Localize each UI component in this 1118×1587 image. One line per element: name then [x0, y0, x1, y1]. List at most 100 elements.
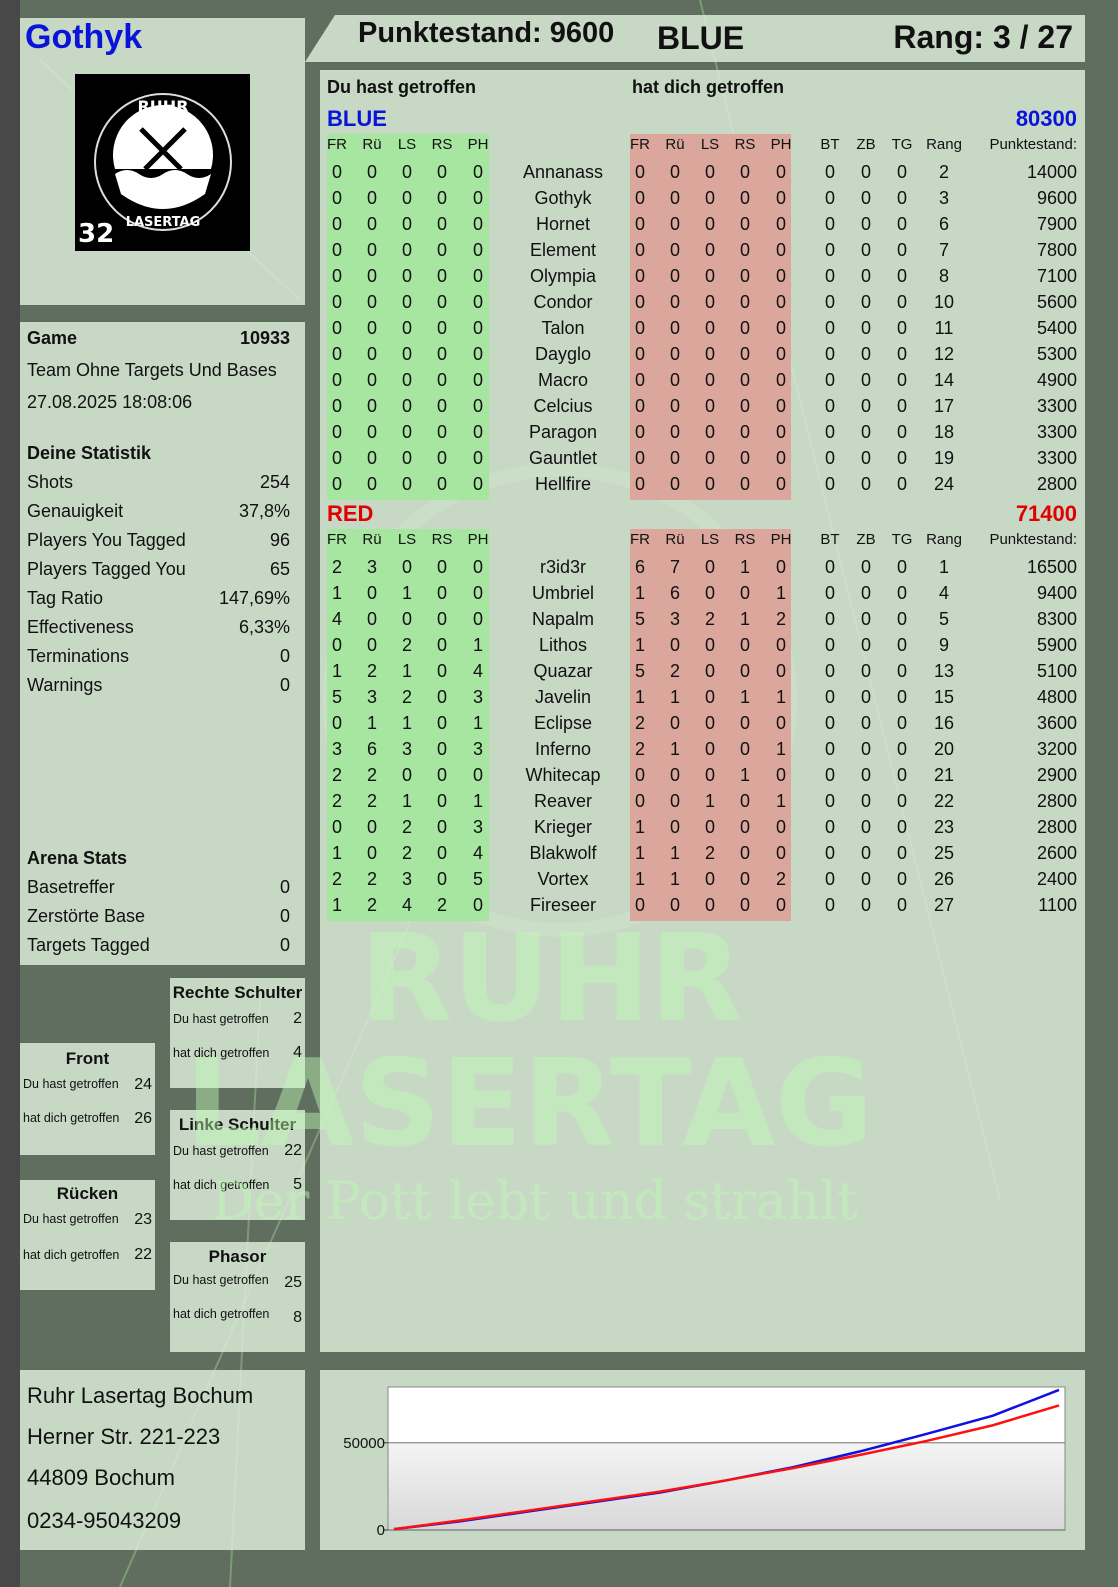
stat-cell: 0 — [436, 661, 448, 681]
column-header: Rü — [665, 531, 685, 548]
player-row: 1 0 2 0 4 Blakwolf 1 1 2 0 0 0 0 0 25 2600 — [320, 843, 1085, 869]
stat-cell: 0 — [739, 188, 751, 208]
stat-cell: 0 — [366, 448, 378, 468]
stat-cell: 0 — [436, 214, 448, 234]
stat-cell: 0 — [366, 292, 378, 312]
zone-hitby-value: 26 — [134, 1110, 152, 1127]
score-cell: 8300 — [1036, 609, 1077, 629]
stat-cell: 0 — [824, 791, 836, 811]
player-row: 2 2 3 0 5 Vortex 1 1 0 0 2 0 0 0 26 2400 — [320, 869, 1085, 895]
stat-cell: 0 — [860, 635, 872, 655]
stat-cell: 0 — [331, 162, 343, 182]
score-cell: 4800 — [1036, 687, 1077, 707]
stat-value: 0 — [279, 646, 290, 666]
stat-cell: 0 — [704, 370, 716, 390]
stat-cell: 0 — [472, 583, 484, 603]
stat-cell: 0 — [331, 448, 343, 468]
stat-cell: 0 — [824, 687, 836, 707]
stat-cell: 0 — [775, 292, 787, 312]
stat-cell: 0 — [775, 240, 787, 260]
stat-cell: 0 — [824, 557, 836, 577]
stat-cell: 0 — [704, 474, 716, 494]
stat-cell: 0 — [436, 713, 448, 733]
stat-cell: 0 — [896, 240, 908, 260]
stat-cell: 0 — [824, 661, 836, 681]
stat-cell: 0 — [331, 240, 343, 260]
address-phone: 0234-95043209 — [27, 1508, 182, 1533]
game-label: Game — [27, 328, 78, 348]
stat-cell: 0 — [824, 609, 836, 629]
stat-cell: 0 — [472, 895, 484, 915]
stat-cell: 0 — [669, 396, 681, 416]
stat-cell: 0 — [775, 188, 787, 208]
zone-ruecken: Rücken Du hast getroffen 23 hat dich get… — [20, 1180, 155, 1290]
stat-cell: 10 — [933, 292, 955, 312]
hit-you-title: hat dich getroffen — [632, 77, 784, 97]
header-bar-bg — [305, 15, 1085, 62]
stat-cell: 0 — [775, 661, 787, 681]
stat-cell: 0 — [739, 214, 751, 234]
stat-label: Genauigkeit — [27, 501, 124, 521]
stat-cell: 1 — [775, 739, 787, 759]
stat-row: Players Tagged You 65 — [27, 559, 290, 580]
watermark-lasertag: LASERTAG — [185, 1035, 874, 1174]
stat-cell: 2 — [401, 843, 413, 863]
stat-cell: 0 — [704, 292, 716, 312]
stat-cell: 0 — [824, 817, 836, 837]
zone-hit-label: Du hast getroffen — [173, 1144, 269, 1158]
score-cell: 2600 — [1036, 843, 1077, 863]
stat-cell: 1 — [472, 791, 484, 811]
stat-cell: 1 — [331, 583, 343, 603]
score-cell: 7900 — [1036, 214, 1077, 234]
stat-cell: 0 — [704, 240, 716, 260]
arena-stat-label: Basetreffer — [27, 877, 115, 897]
zone-linke-schulter: Linke Schulter Du hast getroffen 22 hat … — [170, 1110, 305, 1220]
stat-cell: 0 — [472, 609, 484, 629]
stat-cell: 18 — [933, 422, 955, 442]
score-cell: 2400 — [1036, 869, 1077, 889]
stat-cell: 0 — [436, 817, 448, 837]
stat-cell: 0 — [436, 318, 448, 338]
team-name: RED — [327, 501, 374, 526]
stat-cell: 2 — [704, 609, 716, 629]
zone-title: Rechte Schulter — [172, 983, 303, 1002]
column-header: Punktestand: — [989, 531, 1077, 548]
stat-cell: 0 — [739, 583, 751, 603]
stat-cell: 0 — [824, 188, 836, 208]
arena-stat-label: Targets Tagged — [27, 935, 150, 955]
stat-cell: 1 — [739, 765, 751, 785]
stat-cell: 1 — [669, 739, 681, 759]
player-row: 5 3 2 0 3 Javelin 1 1 0 1 1 0 0 0 15 4800 — [320, 687, 1085, 713]
score-cell: 5300 — [1036, 344, 1077, 364]
stat-cell: 0 — [896, 713, 908, 733]
stat-cell: 2 — [938, 162, 950, 182]
svg-text:32: 32 — [78, 219, 114, 249]
stat-cell: 0 — [669, 817, 681, 837]
stat-cell: 0 — [436, 474, 448, 494]
stat-cell: 0 — [669, 422, 681, 442]
stat-cell: 14 — [933, 370, 955, 390]
stat-cell: 0 — [775, 162, 787, 182]
arena-stat-label: Zerstörte Base — [27, 906, 146, 926]
address-panel: Ruhr Lasertag Bochum Herner Str. 221-223… — [20, 1370, 305, 1550]
stat-cell: 0 — [669, 448, 681, 468]
stat-cell: 1 — [331, 661, 343, 681]
stat-cell: 1 — [472, 635, 484, 655]
stat-cell: 0 — [634, 162, 646, 182]
stat-cell: 0 — [436, 635, 448, 655]
stat-cell: 2 — [775, 609, 787, 629]
player-name-cell: Blakwolf — [529, 843, 597, 863]
stat-cell: 0 — [739, 318, 751, 338]
stat-cell: 0 — [860, 370, 872, 390]
arena-title: Arena Stats — [27, 848, 128, 868]
stat-cell: 0 — [775, 448, 787, 468]
stat-cell: 0 — [472, 448, 484, 468]
stat-label: Players Tagged You — [27, 559, 186, 579]
zone-front: Front Du hast getroffen 24 hat dich getr… — [20, 1043, 155, 1155]
stat-cell: 0 — [860, 817, 872, 837]
zone-hitby-label: hat dich getroffen — [23, 1111, 120, 1125]
svg-text:LASERTAG: LASERTAG — [126, 215, 201, 230]
stat-cell: 0 — [896, 843, 908, 863]
stat-cell: 0 — [896, 583, 908, 603]
stat-cell: 0 — [331, 713, 343, 733]
